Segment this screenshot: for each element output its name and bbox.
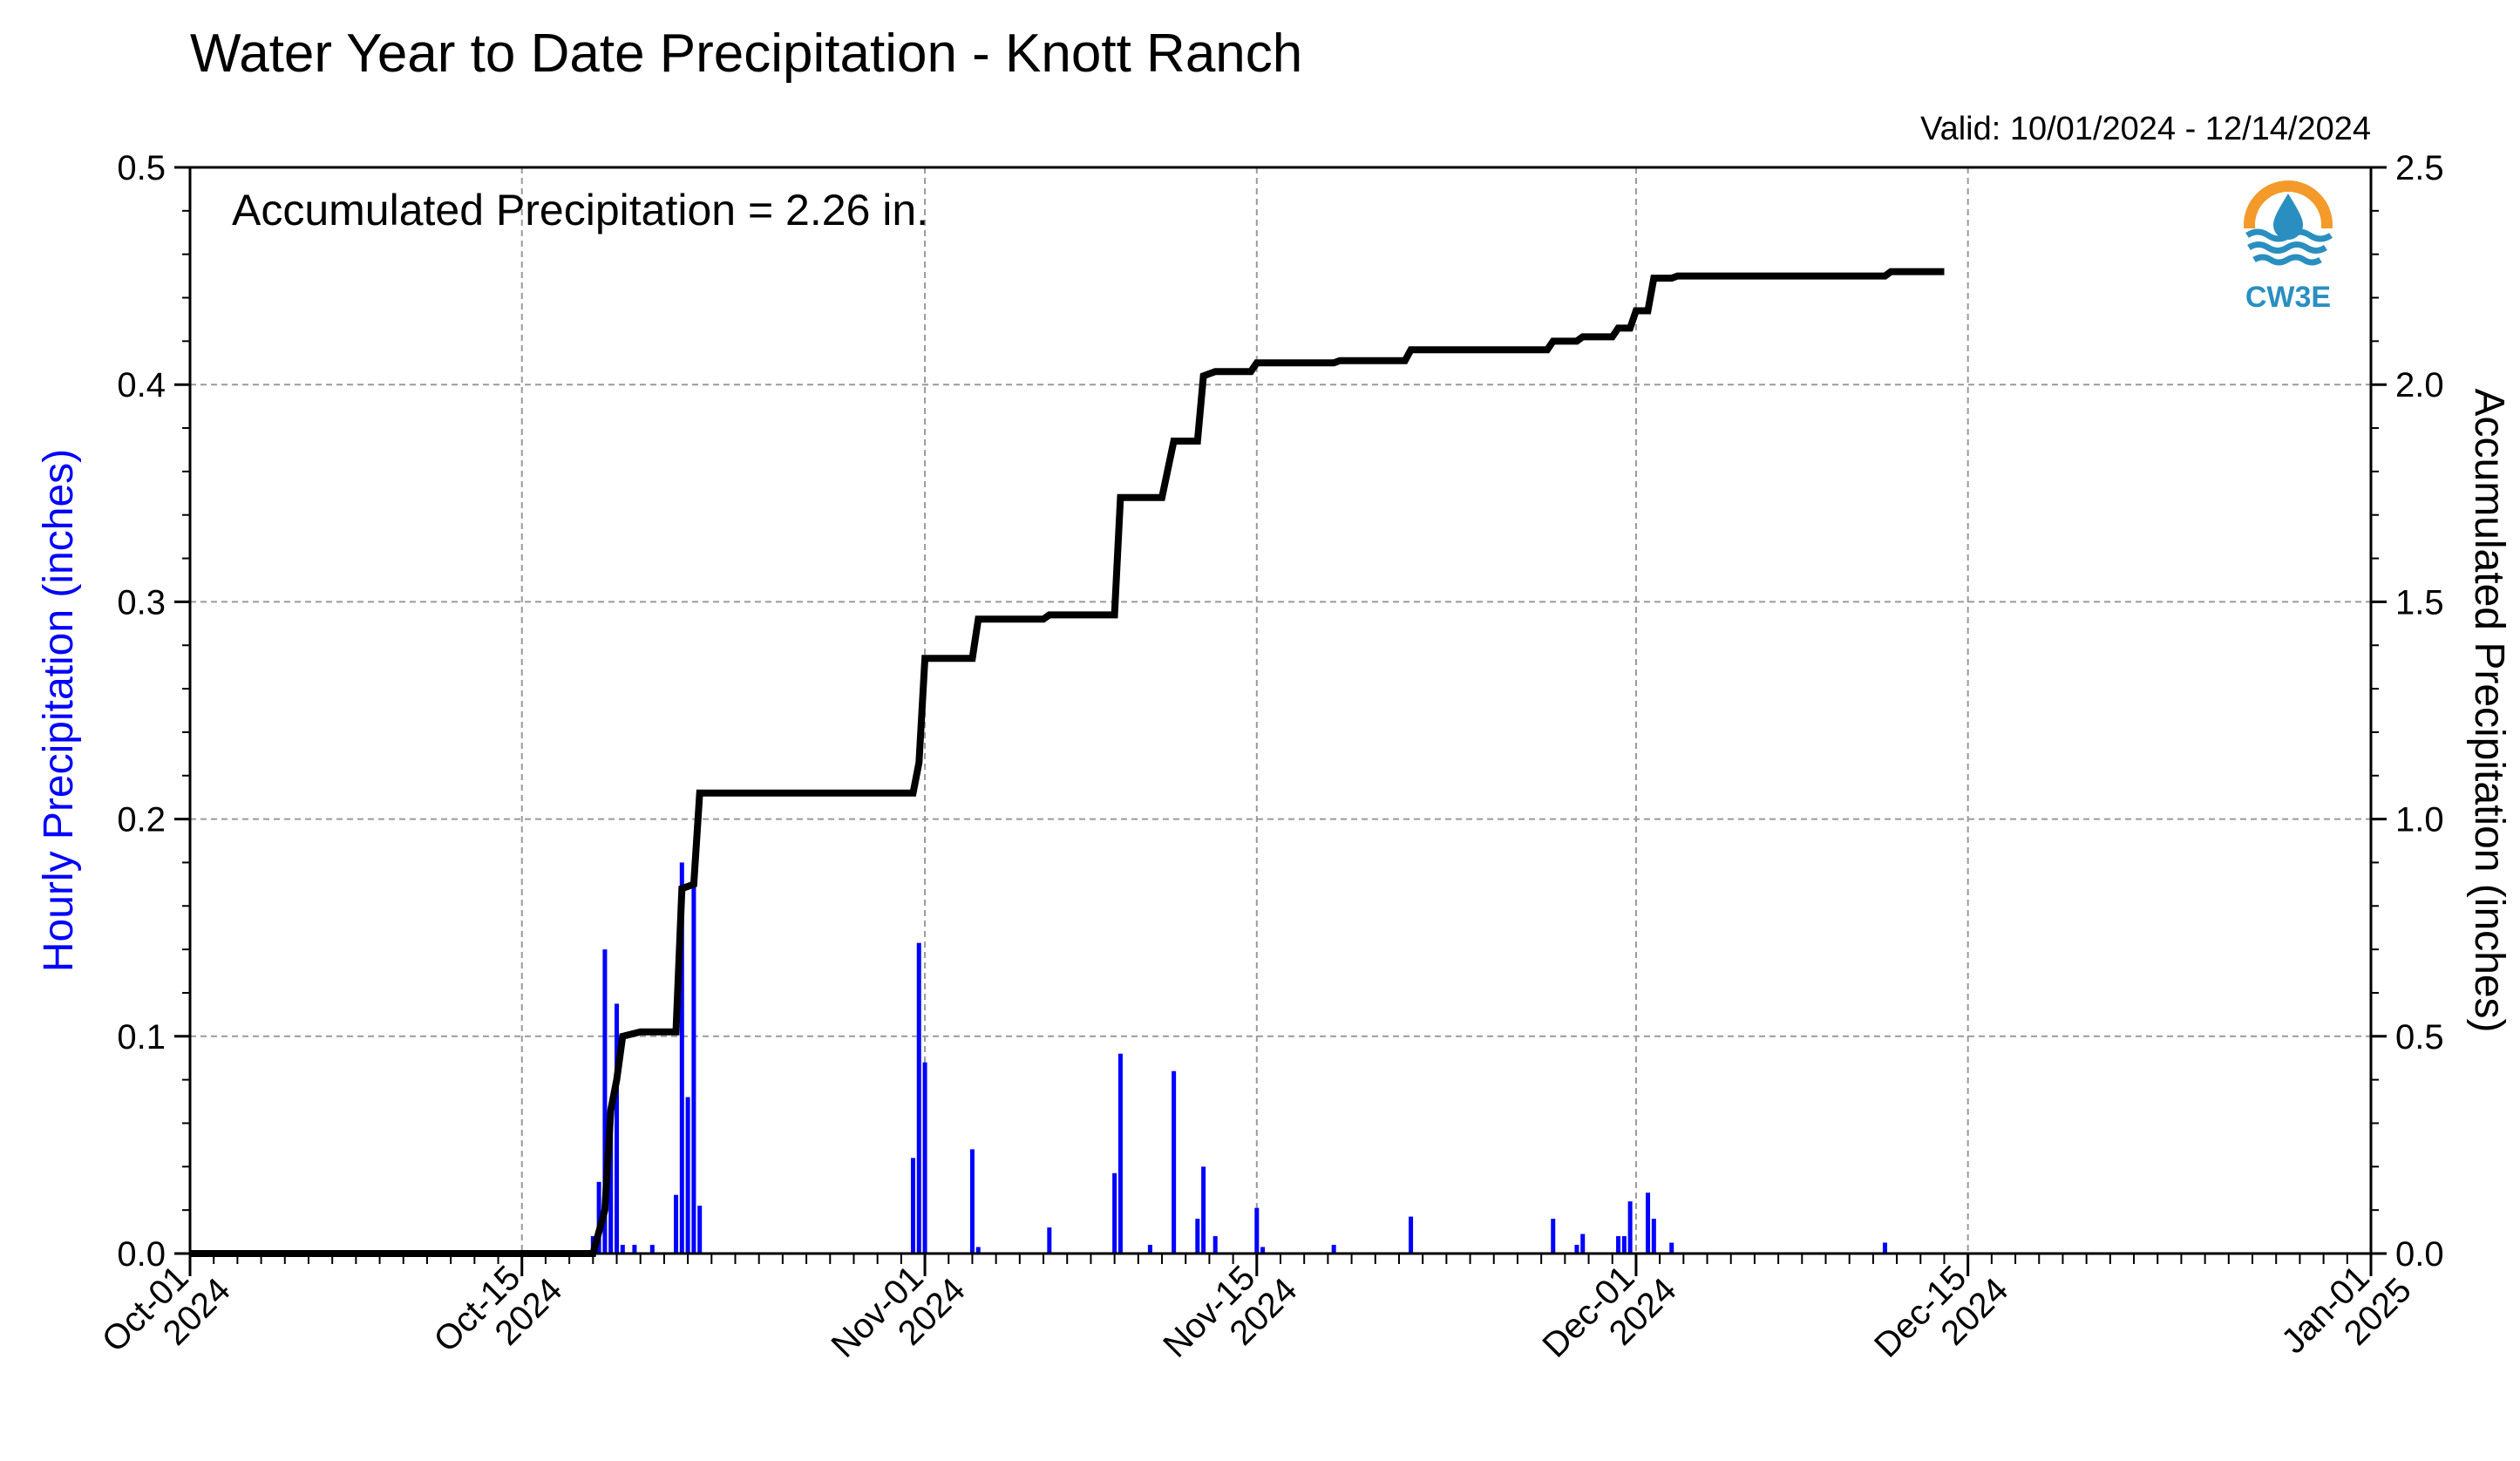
hourly-precip-bar <box>691 884 696 1254</box>
hourly-precip-bar <box>1616 1236 1621 1254</box>
hourly-precip-bar <box>1580 1233 1586 1254</box>
hourly-precip-bar <box>1117 1053 1123 1254</box>
hourly-precipitation-bars <box>590 862 1887 1254</box>
hourly-precip-bar <box>1112 1172 1117 1254</box>
hourly-precip-bar <box>596 1181 601 1254</box>
left-tick-label: 0.2 <box>117 801 166 839</box>
left-tick-label: 0.4 <box>117 366 166 404</box>
left-tick-label: 0.0 <box>117 1235 166 1274</box>
right-axis-ticks: 0.0 0.5 1.0 1.5 2.0 2.5 <box>2371 149 2444 1274</box>
hourly-precip-bar <box>632 1245 637 1254</box>
left-tick-label: 0.3 <box>117 583 166 622</box>
hourly-precip-bar <box>969 1149 975 1254</box>
logo-text: CW3E <box>2245 281 2331 314</box>
hourly-precip-bar <box>608 1108 614 1254</box>
hourly-precip-bar <box>1551 1219 1556 1254</box>
hourly-precip-bar <box>1172 1070 1177 1254</box>
right-tick-label: 2.5 <box>2395 149 2444 187</box>
hourly-precip-bar <box>679 862 684 1254</box>
left-axis-label: Hourly Precipitation (inches) <box>36 449 82 972</box>
logo-wave-2 <box>2247 241 2327 254</box>
hourly-precip-bar <box>910 1158 915 1254</box>
left-tick-label: 0.1 <box>117 1018 166 1057</box>
hourly-precip-bar <box>1212 1236 1218 1254</box>
hourly-precip-bar <box>649 1245 655 1254</box>
hourly-precip-bar <box>1409 1216 1414 1254</box>
left-axis-ticks: 0.0 0.1 0.2 0.3 0.4 0.5 <box>117 149 190 1274</box>
right-tick-label: 0.0 <box>2395 1235 2444 1274</box>
hourly-precip-bar <box>674 1194 679 1254</box>
hourly-precip-bar <box>916 942 921 1254</box>
hourly-precip-bar <box>922 1062 927 1254</box>
hourly-precip-bar <box>1147 1245 1152 1254</box>
hourly-precip-bar <box>1646 1193 1651 1254</box>
hourly-precip-bar <box>1195 1219 1200 1254</box>
hourly-precip-bar <box>615 1003 620 1254</box>
right-tick-label: 2.0 <box>2395 366 2444 404</box>
hourly-precip-bar <box>620 1245 625 1254</box>
hourly-precip-bar <box>685 1097 690 1254</box>
hourly-precip-bar <box>1627 1201 1633 1254</box>
accumulated-precipitation-line <box>190 268 1945 1257</box>
cw3e-logo: CW3E <box>2244 180 2333 314</box>
right-tick-label: 0.5 <box>2395 1018 2444 1057</box>
hourly-precip-bar <box>1651 1219 1656 1254</box>
hourly-precip-bar <box>1047 1227 1052 1254</box>
hourly-precip-bar <box>1260 1247 1266 1254</box>
hourly-precip-bar <box>602 949 608 1254</box>
raindrop-icon <box>2273 194 2303 240</box>
hourly-precip-bar <box>975 1247 981 1254</box>
right-tick-label: 1.0 <box>2395 801 2444 839</box>
hourly-precip-bar <box>1254 1207 1260 1254</box>
hourly-precip-bar <box>1621 1236 1627 1254</box>
logo-wave-3 <box>2252 254 2322 266</box>
chart-title: Water Year to Date Precipitation - Knott… <box>190 24 1302 84</box>
valid-date-range: Valid: 10/01/2024 - 12/14/2024 <box>1920 111 2371 147</box>
hourly-precip-bar <box>1882 1242 1887 1254</box>
right-axis-label: Accumulated Precipitation (inches) <box>2466 388 2512 1032</box>
hourly-precip-bar <box>1574 1245 1579 1254</box>
left-tick-label: 0.5 <box>117 149 166 187</box>
hourly-precip-bar <box>1201 1166 1206 1254</box>
hourly-precip-bar <box>697 1206 703 1254</box>
accumulated-annotation: Accumulated Precipitation = 2.26 in. <box>232 186 928 234</box>
hourly-precip-bar <box>1669 1242 1674 1254</box>
right-tick-label: 1.5 <box>2395 583 2444 622</box>
hourly-precip-bar <box>1331 1245 1336 1254</box>
